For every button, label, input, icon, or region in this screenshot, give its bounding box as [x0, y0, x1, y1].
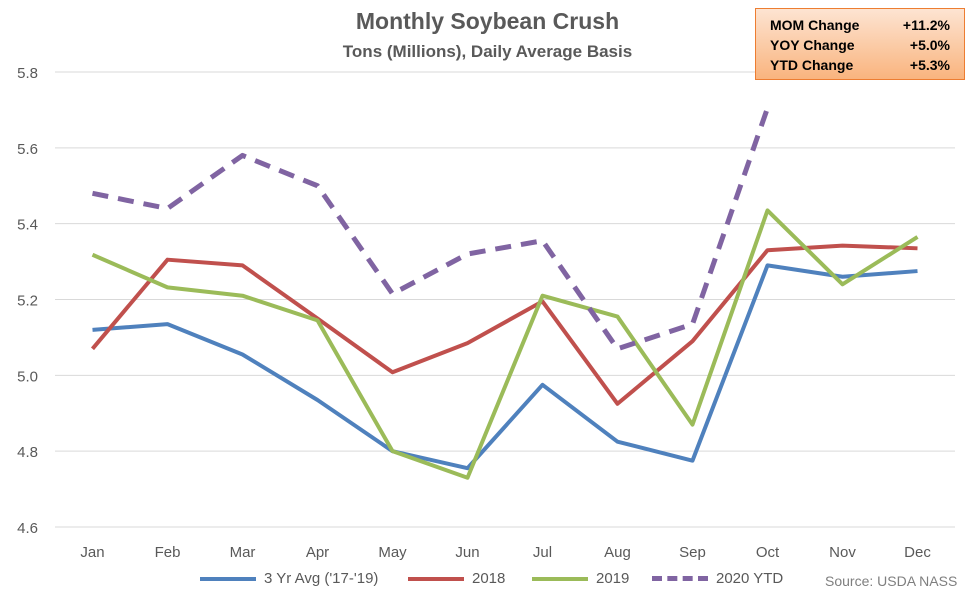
- legend-label: 3 Yr Avg ('17-'19): [264, 570, 379, 587]
- x-tick-label: Aug: [604, 544, 631, 561]
- y-tick-label: 5.4: [17, 217, 38, 234]
- x-tick-label: Apr: [306, 544, 329, 561]
- y-tick-label: 4.6: [17, 520, 38, 537]
- legend-swatch: [408, 576, 464, 581]
- legend-item-2020-ytd: 2020 YTD: [652, 570, 783, 587]
- legend-item-2019: 2019: [532, 570, 629, 587]
- stat-value: +5.3%: [909, 57, 950, 73]
- stat-row-ytd: YTD Change +5.3%: [770, 55, 950, 75]
- series-line-1: [90, 243, 918, 406]
- y-tick-label: 5.8: [17, 65, 38, 82]
- source-note: Source: USDA NASS: [825, 573, 958, 589]
- legend: 3 Yr Avg ('17-'19) 2018 2019 2020 YTD: [0, 570, 975, 594]
- stat-label: MOM Change: [770, 17, 860, 33]
- y-tick-label: 5.2: [17, 293, 38, 310]
- x-tick-label: Feb: [155, 544, 181, 561]
- y-tick-label: 5.0: [17, 368, 38, 385]
- y-tick-label: 5.6: [17, 141, 38, 158]
- series-line-3: [92, 107, 770, 352]
- x-tick-label: May: [378, 544, 407, 561]
- x-tick-label: Jan: [80, 544, 104, 561]
- series-lines: [90, 107, 919, 480]
- chart-subtitle: Tons (Millions), Daily Average Basis: [342, 42, 633, 61]
- legend-swatch: [200, 576, 256, 581]
- x-tick-label: Dec: [904, 544, 931, 561]
- legend-swatch: [532, 576, 588, 581]
- legend-label: 2020 YTD: [716, 570, 784, 587]
- x-tick-label: Sep: [679, 544, 706, 561]
- legend-swatch: [652, 576, 708, 581]
- x-tick-label: Jul: [533, 544, 552, 561]
- stat-row-mom: MOM Change +11.2%: [770, 15, 950, 35]
- legend-item-2018: 2018: [408, 570, 505, 587]
- legend-item-3yr-avg: 3 Yr Avg ('17-'19): [200, 570, 378, 587]
- stat-value: +11.2%: [902, 17, 950, 33]
- chart-title: Monthly Soybean Crush: [355, 8, 620, 34]
- x-tick-label: Jun: [455, 544, 479, 561]
- y-tick-label: 4.8: [17, 444, 38, 461]
- stat-row-yoy: YOY Change +5.0%: [770, 35, 950, 55]
- legend-label: 2018: [472, 570, 506, 587]
- x-tick-label: Nov: [829, 544, 856, 561]
- gridlines: [55, 71, 955, 528]
- series-line-2: [91, 208, 919, 480]
- x-axis-ticks: Jan Feb Mar Apr May Jun Jul Aug Sep Oct Nov Dec: [80, 544, 931, 561]
- stat-value: +5.0%: [909, 37, 950, 53]
- y-axis-ticks: 4.6 4.8 5.0 5.2 5.4 5.6 5.8: [17, 65, 38, 537]
- stats-box: MOM Change +11.2% YOY Change +5.0% YTD C…: [755, 8, 965, 80]
- stat-label: YOY Change: [770, 37, 855, 53]
- legend-label: 2019: [596, 570, 630, 587]
- stat-label: YTD Change: [770, 57, 854, 73]
- x-tick-label: Mar: [230, 544, 256, 561]
- series-line-0: [92, 263, 918, 471]
- x-tick-label: Oct: [756, 544, 780, 561]
